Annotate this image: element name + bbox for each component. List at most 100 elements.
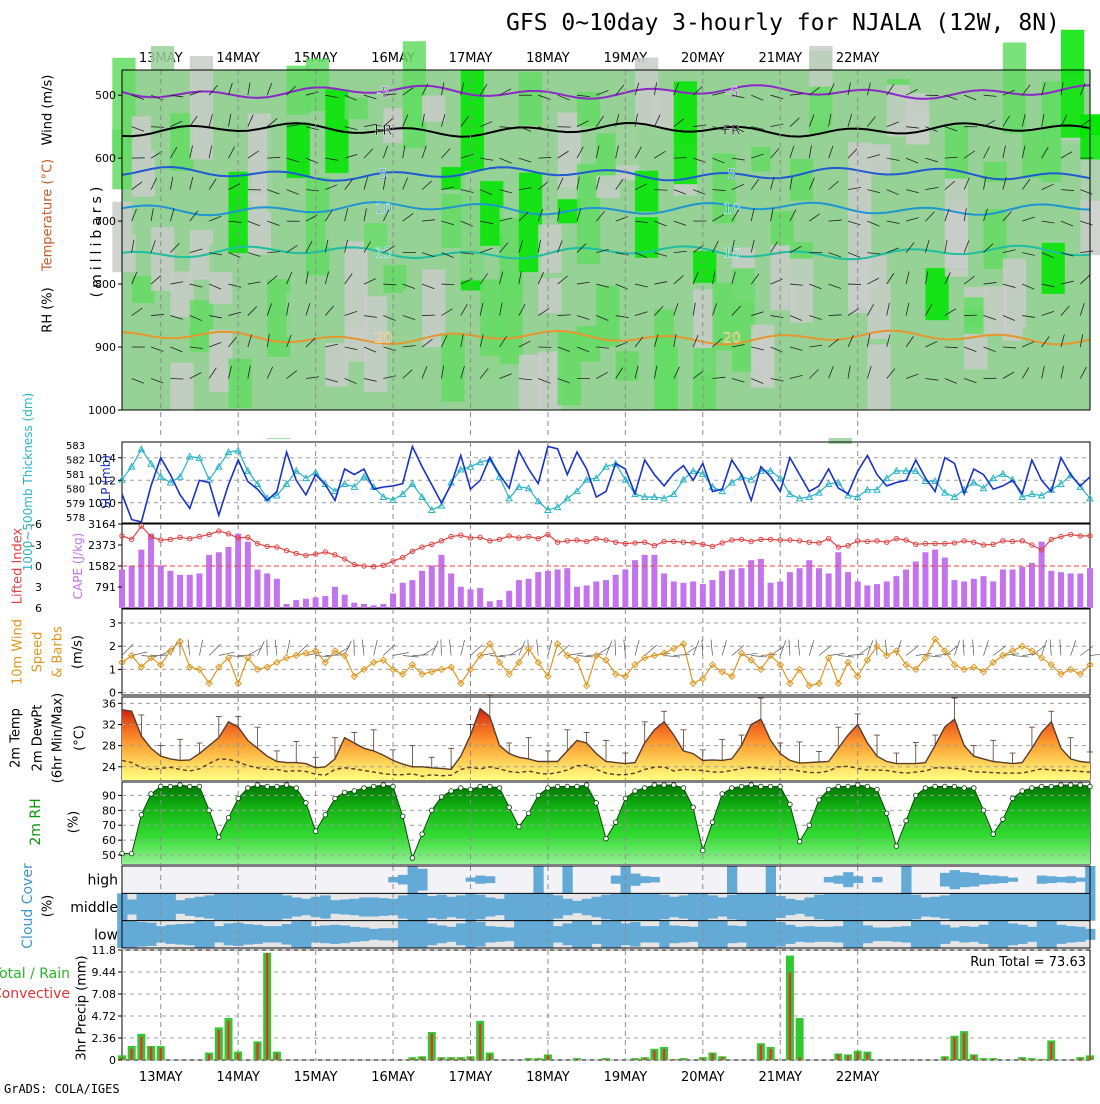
cloud-cell [650, 893, 660, 920]
cloud-cell [611, 894, 621, 920]
cloud-cell [591, 897, 601, 918]
precip-convective-bar [208, 1054, 210, 1060]
cloud-cell [863, 893, 873, 920]
cape-bar [390, 593, 396, 608]
cloud-cell [214, 894, 224, 920]
wind10m-barb [287, 640, 290, 656]
wind10m-barb [374, 640, 378, 656]
cape-bar [177, 575, 183, 608]
cloud-cell [872, 893, 882, 920]
cloud-cell [282, 895, 292, 918]
rh-marker [371, 784, 376, 789]
cloud-cell [804, 926, 814, 942]
cape-bar [1058, 572, 1064, 608]
rh-cell [287, 123, 310, 178]
precip-convective-bar [702, 1058, 704, 1060]
rh-marker [158, 784, 163, 789]
cloud-cell [137, 893, 147, 920]
cloud-cell [485, 876, 495, 883]
wind10m-barb [963, 640, 964, 656]
precip-convective-bar [421, 1057, 423, 1060]
wind10m-barb [393, 653, 409, 656]
cloud-cell [630, 874, 640, 886]
cloud-cell [475, 895, 485, 920]
cape-bar [932, 550, 938, 608]
rh-marker [459, 786, 464, 791]
cape-bar [1087, 568, 1093, 608]
cloud-cell [582, 899, 592, 915]
rh-marker [1078, 783, 1083, 788]
cloud-cell [1066, 926, 1076, 942]
rh-marker [439, 795, 444, 800]
slp-label: SLP (mb) [99, 455, 113, 509]
cloud-cell [940, 895, 950, 918]
wind-ylabel-line: Speed [31, 632, 46, 673]
cape-bar [584, 585, 590, 608]
tick-label: 3164 [88, 518, 116, 531]
cape-bar [835, 552, 841, 608]
cape-bar [448, 573, 454, 608]
cape-bar [913, 562, 919, 608]
cloud-cell [175, 924, 185, 945]
rh-marker [517, 824, 522, 829]
cloud-cell [408, 921, 418, 948]
rh-cell [461, 70, 484, 171]
li-tick-label: 6 [35, 602, 42, 615]
rh-marker [749, 783, 754, 788]
wind10m-barb [916, 654, 932, 656]
cloud-cell [669, 925, 679, 943]
precip-convective-bar [653, 1051, 655, 1060]
cloud-cell [756, 921, 766, 948]
contour-label: 20 [723, 331, 741, 347]
cloud-cell [1008, 878, 1018, 882]
rh-cell [790, 259, 813, 323]
rh-cell [1003, 42, 1026, 133]
day-label-bottom: 15MAY [294, 1070, 338, 1085]
wind10m-barb [635, 640, 639, 655]
temp-ylabel-line: 2m DewPt [31, 705, 46, 772]
rh-legend-label: RH (%) [41, 287, 56, 332]
precip-convective-bar [605, 1059, 607, 1060]
tick-label: 70 [102, 819, 116, 832]
cape-bar [797, 568, 803, 608]
wind10m-barb [548, 640, 552, 655]
cloud-cell [427, 896, 437, 918]
contour-label: FR [723, 123, 741, 139]
cape-bar [119, 570, 125, 608]
cloud-cell [253, 925, 263, 944]
cape-bar [768, 583, 774, 608]
cloud-cell [562, 923, 572, 945]
cape-bar [981, 576, 987, 608]
cape-bar [651, 555, 657, 608]
rh-cell [771, 211, 794, 245]
rh-marker [623, 796, 628, 801]
rh-marker [1088, 784, 1093, 789]
tick-label: 1000 [88, 404, 116, 417]
precip-convective-bar [973, 1055, 975, 1060]
cloud-cell [679, 926, 689, 942]
rh-marker [575, 784, 580, 789]
rh-marker [236, 796, 241, 801]
rh-marker [913, 793, 918, 798]
cape-bar [922, 552, 928, 608]
cape-bar [322, 596, 328, 608]
cloud-cell [1056, 877, 1066, 882]
cloud-cell [746, 893, 756, 920]
tick-label: 28 [102, 740, 116, 753]
cloud-level-label: low [94, 927, 118, 943]
cloud-cell [320, 925, 330, 943]
cape-bar [642, 555, 648, 608]
cloud-cell [959, 926, 969, 942]
cloud-cell [717, 921, 727, 948]
rh-marker [652, 783, 657, 788]
cape-bar [845, 572, 851, 608]
cloud-cell [349, 927, 359, 942]
cape-bar [487, 601, 493, 608]
rh-marker [381, 783, 386, 788]
cloud-cell [882, 928, 892, 942]
cloud-cell [833, 893, 843, 920]
rh-marker [768, 784, 773, 789]
cloud-cell [553, 895, 563, 918]
cape-bar [274, 579, 280, 608]
cloud-cell [224, 923, 234, 945]
